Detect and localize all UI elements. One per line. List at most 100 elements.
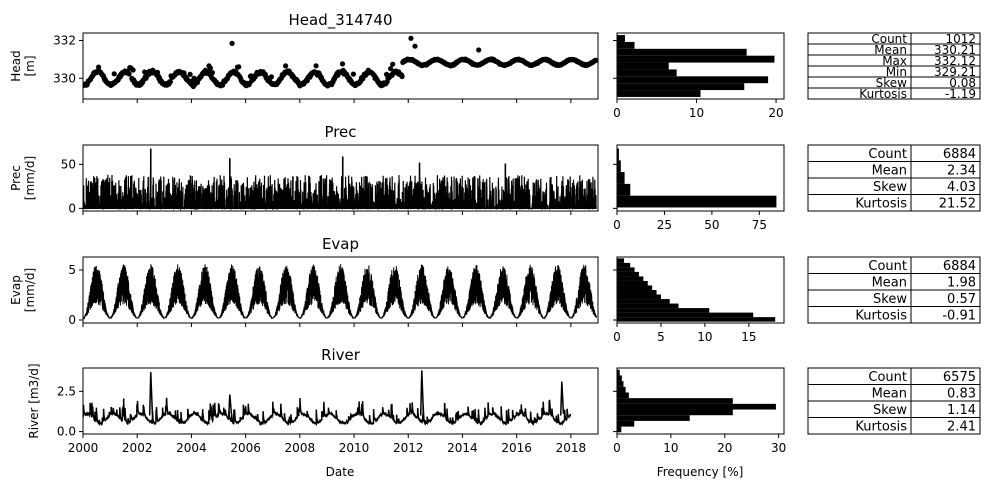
- histogram-bar: [617, 285, 653, 290]
- histogram-evap: 0 5 10 15: [613, 256, 785, 344]
- y-tick-label: 0: [68, 313, 76, 327]
- data-point: [207, 65, 213, 71]
- stats-label: Kurtosis: [855, 308, 907, 323]
- histogram-river: 0 10 20 30: [613, 367, 786, 455]
- stats-value: 329.21: [934, 65, 976, 79]
- x-tick-label: 2006: [230, 441, 261, 455]
- y-tick-label: 0.0: [57, 425, 76, 439]
- stats-value: 6884: [943, 147, 976, 162]
- stats-table-head: Count 1012 Mean 330.21 Max 332.12 Min 329.21 Ske…: [807, 32, 981, 101]
- histogram-bar: [617, 312, 754, 318]
- stats-label: Kurtosis: [859, 87, 907, 101]
- x-tick-label: 2018: [556, 441, 587, 455]
- data-point: [390, 61, 396, 67]
- x-axis-label: Date: [326, 465, 355, 479]
- histogram-bar: [617, 398, 733, 404]
- data-point: [339, 61, 346, 67]
- histogram-bar: [617, 160, 621, 173]
- data-point: [350, 71, 356, 77]
- stats-table-evap: Count 6884 Mean 1.98 Skew 0.57 Kurtosis -0.91: [807, 256, 981, 324]
- histogram-bar: [617, 262, 631, 268]
- series-peak: [148, 371, 154, 416]
- stats-label: Count: [868, 147, 907, 162]
- x-tick-label: 2008: [285, 441, 316, 455]
- histogram-bar: [617, 83, 745, 91]
- stats-value: 1.98: [947, 275, 976, 290]
- histogram-x-tick-label: 0: [613, 218, 621, 232]
- histogram-bar: [617, 271, 639, 277]
- stats-value-cell: [910, 417, 981, 435]
- y-axis-label: [mm/d]: [23, 156, 37, 200]
- x-tick-label: 2016: [501, 441, 532, 455]
- histogram-x-tick-label: 50: [704, 218, 719, 232]
- histogram-bar: [617, 303, 679, 309]
- histogram-x-tick-label: 0: [613, 106, 621, 120]
- data-point: [187, 71, 193, 77]
- chart-title: Evap: [322, 235, 359, 253]
- histogram-frame: [616, 367, 785, 435]
- series-prec: [83, 148, 598, 211]
- series-line: [83, 174, 598, 211]
- stats-value: 2.34: [947, 163, 976, 178]
- histogram-x-tick-label: 5: [657, 330, 665, 344]
- stats-value: -0.91: [942, 308, 976, 323]
- histogram-x-tick-label: 0: [613, 441, 621, 455]
- histogram-bar: [617, 48, 747, 56]
- histogram-x-tick-label: 20: [717, 441, 732, 455]
- stats-value-cell: [910, 194, 981, 212]
- histogram-bar: [617, 415, 690, 421]
- data-point: [412, 43, 418, 49]
- stats-label: Skew: [873, 292, 907, 307]
- histogram-x-tick-label: 25: [657, 218, 672, 232]
- stats-value: 2.41: [947, 419, 976, 434]
- data-point: [388, 66, 394, 72]
- stats-value: 1.14: [947, 403, 976, 418]
- histogram-bar: [617, 299, 670, 304]
- histogram-x-tick-label: 10: [663, 441, 678, 455]
- histogram-frame: [616, 32, 785, 100]
- chart-river: River River [m3/d] 0.0 2.5 2000 2002 2004 2006 2…: [27, 346, 981, 455]
- data-point: [111, 71, 117, 77]
- stats-label: Min: [886, 65, 907, 79]
- stats-value: 6575: [943, 370, 976, 385]
- axes-frame: [82, 256, 599, 324]
- stats-label: Skew: [873, 180, 907, 195]
- stats-label: Mean: [872, 386, 907, 401]
- histogram-bar: [617, 55, 775, 63]
- histogram-x-tick-label: 75: [752, 218, 767, 232]
- data-point: [126, 71, 132, 77]
- histogram-bar: [617, 267, 635, 272]
- chart-head: Head_314740 Head [m] 330 332 0 10 20 Count 1012 Me…: [9, 11, 981, 120]
- stats-value: 0.57: [947, 292, 976, 307]
- series-line: [83, 264, 597, 320]
- histogram-bar: [617, 258, 625, 263]
- x-tick-label: 2002: [122, 441, 153, 455]
- x-tick-label: 2000: [68, 441, 99, 455]
- y-axis-label: Prec: [9, 165, 23, 191]
- stats-value-cell: [910, 87, 981, 100]
- stats-label: Mean: [874, 43, 907, 57]
- axes-frame: [82, 367, 599, 435]
- y-tick-label: 2.5: [57, 384, 76, 398]
- series-peak: [419, 370, 425, 416]
- y-axis-label: Head: [9, 50, 23, 81]
- histogram-head: 0 10 20: [613, 32, 785, 120]
- histogram-bar: [617, 276, 644, 281]
- y-tick-label: 332: [53, 34, 76, 48]
- stats-label: Count: [871, 32, 907, 46]
- stats-label: Kurtosis: [855, 419, 907, 434]
- data-point: [167, 79, 173, 85]
- stats-label: Count: [868, 259, 907, 274]
- data-point: [399, 73, 405, 80]
- y-tick-label: 0: [68, 201, 76, 215]
- data-point: [209, 70, 215, 76]
- histogram-bar: [617, 420, 635, 427]
- data-point: [268, 74, 274, 80]
- stats-label: Skew: [876, 76, 908, 90]
- data-point: [96, 64, 102, 70]
- stats-label: Max: [882, 54, 907, 68]
- x-tick-label: 2010: [339, 441, 370, 455]
